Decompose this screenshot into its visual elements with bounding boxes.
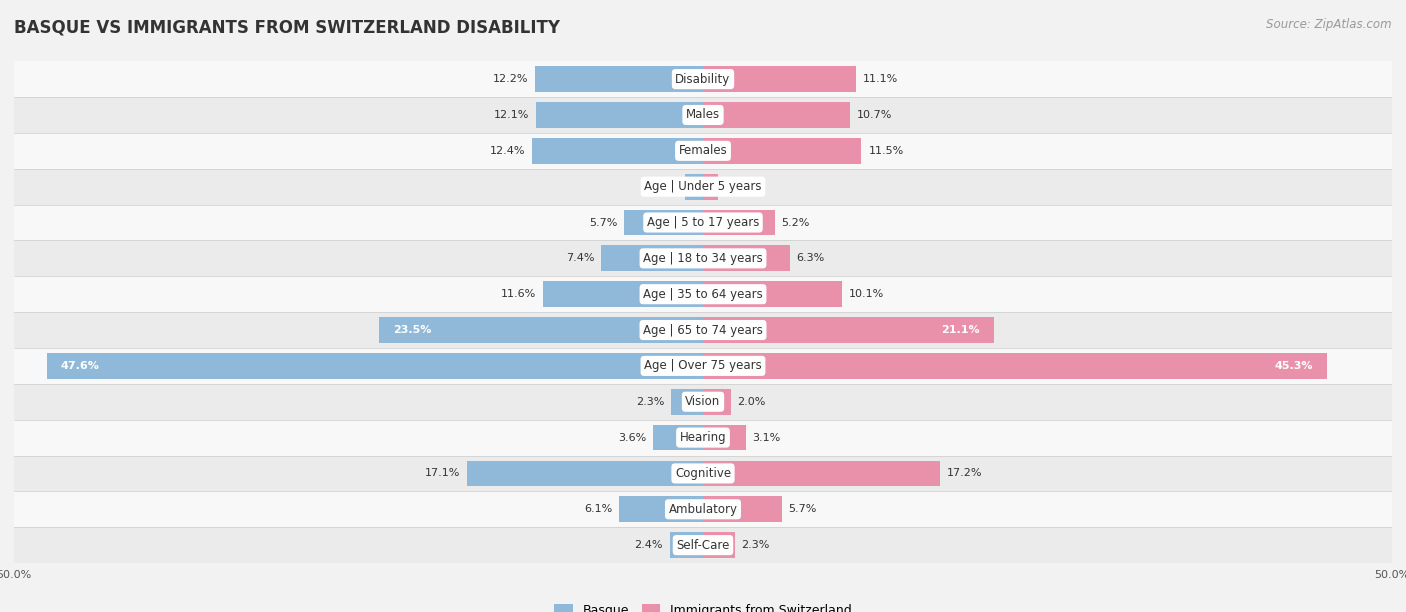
Bar: [703, 425, 745, 450]
Text: 10.7%: 10.7%: [858, 110, 893, 120]
Bar: [14, 491, 1392, 527]
Bar: [619, 496, 703, 522]
Text: Age | Under 5 years: Age | Under 5 years: [644, 180, 762, 193]
Text: 47.6%: 47.6%: [60, 361, 100, 371]
Bar: [703, 353, 1327, 379]
Bar: [669, 532, 703, 558]
Bar: [14, 420, 1392, 455]
Text: 12.1%: 12.1%: [494, 110, 530, 120]
Text: 7.4%: 7.4%: [565, 253, 595, 263]
Text: 2.0%: 2.0%: [738, 397, 766, 407]
Text: Source: ZipAtlas.com: Source: ZipAtlas.com: [1267, 18, 1392, 31]
Text: 10.1%: 10.1%: [849, 289, 884, 299]
Bar: [14, 527, 1392, 563]
Bar: [624, 209, 703, 236]
Text: 5.2%: 5.2%: [782, 217, 810, 228]
Bar: [703, 245, 790, 271]
Text: 3.6%: 3.6%: [619, 433, 647, 442]
Bar: [14, 241, 1392, 276]
Text: Self-Care: Self-Care: [676, 539, 730, 551]
Bar: [14, 133, 1392, 169]
Text: Cognitive: Cognitive: [675, 467, 731, 480]
Text: Disability: Disability: [675, 73, 731, 86]
Bar: [14, 169, 1392, 204]
Text: 1.3%: 1.3%: [650, 182, 678, 192]
Bar: [531, 138, 703, 164]
Legend: Basque, Immigrants from Switzerland: Basque, Immigrants from Switzerland: [548, 599, 858, 612]
Text: 2.3%: 2.3%: [741, 540, 770, 550]
Bar: [703, 317, 994, 343]
Text: 11.1%: 11.1%: [863, 74, 898, 84]
Bar: [703, 496, 782, 522]
Text: 11.5%: 11.5%: [869, 146, 904, 156]
Text: 2.3%: 2.3%: [636, 397, 665, 407]
Bar: [671, 389, 703, 415]
Bar: [685, 174, 703, 200]
Bar: [703, 209, 775, 236]
Text: Age | Over 75 years: Age | Over 75 years: [644, 359, 762, 372]
Bar: [14, 312, 1392, 348]
Bar: [703, 102, 851, 128]
Text: 11.6%: 11.6%: [501, 289, 536, 299]
Bar: [14, 455, 1392, 491]
Bar: [703, 66, 856, 92]
Text: Males: Males: [686, 108, 720, 121]
Bar: [703, 138, 862, 164]
Text: Ambulatory: Ambulatory: [668, 503, 738, 516]
Text: 17.1%: 17.1%: [425, 468, 461, 479]
Bar: [654, 425, 703, 450]
Text: 17.2%: 17.2%: [946, 468, 983, 479]
Bar: [543, 282, 703, 307]
Bar: [14, 348, 1392, 384]
Bar: [467, 460, 703, 487]
Bar: [14, 97, 1392, 133]
Text: Vision: Vision: [685, 395, 721, 408]
Bar: [534, 66, 703, 92]
Bar: [703, 389, 731, 415]
Text: 1.1%: 1.1%: [725, 182, 754, 192]
Text: 21.1%: 21.1%: [942, 325, 980, 335]
Bar: [703, 460, 941, 487]
Text: Age | 35 to 64 years: Age | 35 to 64 years: [643, 288, 763, 300]
Text: 3.1%: 3.1%: [752, 433, 780, 442]
Text: 5.7%: 5.7%: [589, 217, 617, 228]
Bar: [14, 204, 1392, 241]
Text: 12.2%: 12.2%: [492, 74, 529, 84]
Text: BASQUE VS IMMIGRANTS FROM SWITZERLAND DISABILITY: BASQUE VS IMMIGRANTS FROM SWITZERLAND DI…: [14, 18, 560, 36]
Text: 6.1%: 6.1%: [583, 504, 612, 514]
Bar: [14, 61, 1392, 97]
Bar: [703, 174, 718, 200]
Bar: [536, 102, 703, 128]
Text: Age | 5 to 17 years: Age | 5 to 17 years: [647, 216, 759, 229]
Bar: [14, 276, 1392, 312]
Text: 6.3%: 6.3%: [797, 253, 825, 263]
Bar: [48, 353, 703, 379]
Bar: [380, 317, 703, 343]
Text: Age | 18 to 34 years: Age | 18 to 34 years: [643, 252, 763, 265]
Bar: [703, 532, 735, 558]
Text: Age | 65 to 74 years: Age | 65 to 74 years: [643, 324, 763, 337]
Text: Hearing: Hearing: [679, 431, 727, 444]
Text: 23.5%: 23.5%: [392, 325, 432, 335]
Bar: [14, 384, 1392, 420]
Bar: [600, 245, 703, 271]
Text: 5.7%: 5.7%: [789, 504, 817, 514]
Text: 2.4%: 2.4%: [634, 540, 664, 550]
Bar: [703, 282, 842, 307]
Text: Females: Females: [679, 144, 727, 157]
Text: 45.3%: 45.3%: [1275, 361, 1313, 371]
Text: 12.4%: 12.4%: [489, 146, 526, 156]
